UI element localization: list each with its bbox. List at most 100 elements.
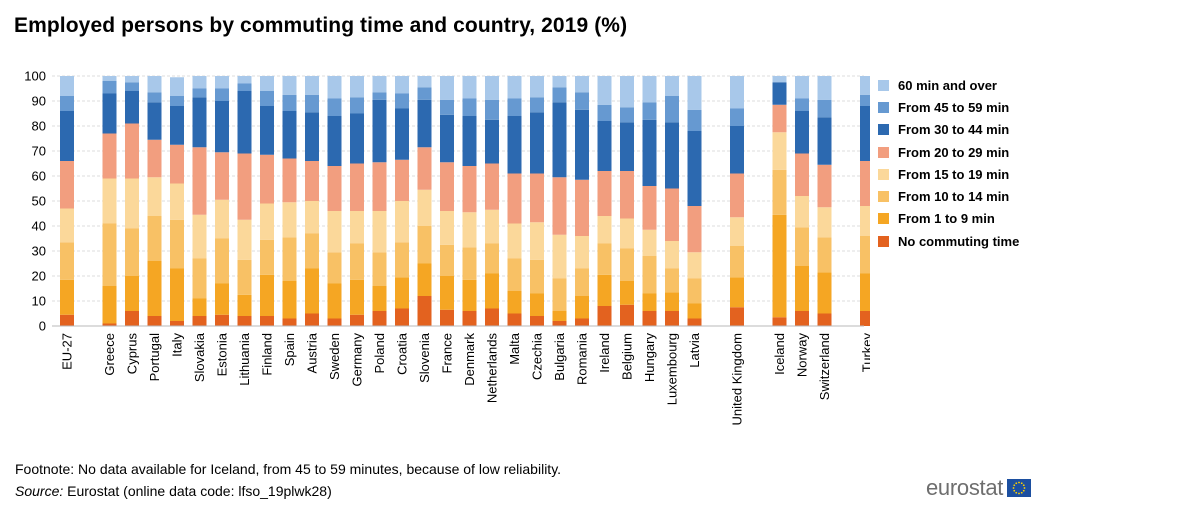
bar-stack [530,76,544,326]
bar-segment [860,76,870,95]
bar-segment [260,154,274,204]
bar-segment [795,266,809,311]
bar-segment [860,236,870,274]
bar-segment [260,91,274,106]
bar-segment [170,144,184,184]
footnote: Footnote: No data available for Iceland,… [15,461,562,477]
bar-segment [530,222,544,260]
bar-segment [817,164,832,208]
legend-label: From 45 to 59 min [898,99,1010,115]
legend-label: No commuting time [898,233,1020,249]
bar-segment [260,203,274,240]
bar-segment [350,211,364,244]
x-tick-label: Austria [305,332,320,373]
bar-segment [327,116,342,166]
bar-segment [125,178,139,229]
bar-segment [282,237,297,281]
bar-segment [440,114,454,163]
bar-segment [440,76,454,100]
bar-stack [795,76,809,326]
bar-stack [552,76,567,326]
bar-segment [102,223,117,286]
bar-segment [327,98,342,116]
gridlines [52,75,864,302]
bar-segment [350,163,364,211]
bar-segment [485,163,499,210]
bar-segment [642,311,657,326]
bar-segment [350,113,364,164]
bar-segment [507,291,522,314]
y-axis-tick-labels: 0 10 20 30 40 50 60 70 80 90 100 [24,69,46,334]
x-tick-label: Malta [507,332,522,365]
bar-segment [440,276,454,310]
bar-segment [215,76,229,89]
bar-segment [395,201,409,243]
bar-segment [462,76,477,99]
chart-title: Employed persons by commuting time and c… [14,14,628,37]
bar-segment [552,87,567,103]
bar-segment [772,317,787,326]
bar-segment [260,274,274,316]
bar-segment [730,307,744,326]
y-tick-label: 90 [32,94,46,109]
x-tick-label: EU-27 [60,333,75,370]
x-tick-label: Turkey [860,333,871,373]
x-tick-label: Poland [372,333,387,373]
bar-segment [552,234,567,279]
eu-flag-icon [1007,479,1032,497]
x-tick-label: Sweden [327,333,342,380]
bar-segment [485,209,499,244]
y-tick-label: 100 [24,69,46,84]
bar-segment [665,96,679,123]
bar-stack [817,76,832,326]
bar-segment [462,279,477,311]
bar-stack [125,76,139,326]
bar-segment [395,277,409,309]
y-tick-label: 50 [32,194,46,209]
bar-segment [170,219,184,269]
bar-segment [60,242,74,280]
bar-segment [305,201,319,234]
bar-segment [730,76,744,109]
bar-segment [462,116,477,166]
bar-stack [170,77,184,326]
bar-stack [417,76,432,326]
bar-segment [860,161,870,206]
bar-segment [282,158,297,203]
bar-segment [620,281,634,305]
bar-segment [530,97,544,113]
bar-segment [817,99,832,118]
bar-stack [462,76,477,326]
bar-segment [260,316,274,326]
x-tick-label: Slovenia [417,332,432,383]
bar-segment [530,112,544,174]
bar-stack [665,76,679,326]
bar-segment [530,259,544,294]
x-tick-label: Belgium [620,333,635,380]
bar-segment [795,98,809,111]
bar-segment [125,228,139,276]
bar-segment [305,313,319,326]
bar-segment [530,76,544,98]
bar-segment [687,109,702,131]
legend-item: No commuting time [878,230,1019,252]
bar-stack [305,76,319,326]
bar-segment [147,139,162,178]
flag-star [1020,491,1023,494]
bar-segment [282,318,297,326]
bar-segment [817,313,832,326]
bar-segment [417,189,432,226]
bar-segment [485,308,499,326]
bar-segment [170,77,184,96]
bar-segment [462,166,477,213]
bar-segment [730,246,744,278]
bar-segment [772,82,787,105]
bar-segment [147,102,162,140]
bar-stack [215,76,229,326]
bar-segment [597,121,612,171]
x-tick-label: Greece [102,333,117,376]
bar-segment [575,268,589,296]
flag-star [1013,484,1016,487]
legend-label: From 15 to 19 min [898,166,1010,182]
legend-swatch [878,191,889,203]
